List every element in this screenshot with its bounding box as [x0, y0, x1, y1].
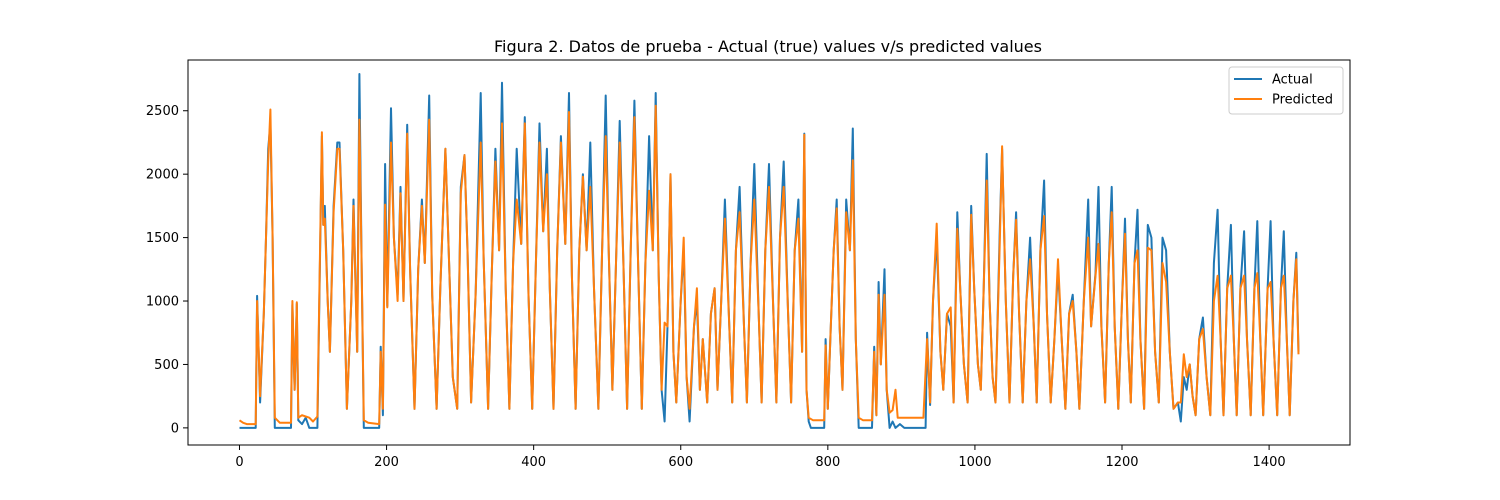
- y-tick-label: 2500: [146, 104, 179, 119]
- series-layer: [238, 73, 1300, 429]
- plot-frame: [187, 59, 1351, 446]
- legend-label-actual: Actual: [1272, 73, 1313, 88]
- legend-label-predicted: Predicted: [1272, 93, 1333, 108]
- x-tick-label: 400: [521, 455, 546, 470]
- y-tick-label: 2000: [146, 168, 179, 183]
- x-tick-label: 1200: [1105, 455, 1138, 470]
- x-tick-label: 200: [374, 455, 399, 470]
- x-tick-label: 1000: [958, 455, 991, 470]
- chart-title: Figura 2. Datos de prueba - Actual (true…: [494, 37, 1042, 56]
- x-tick-label: 0: [235, 455, 243, 470]
- legend: Actual Predicted: [1228, 66, 1344, 115]
- y-tick-label: 0: [171, 421, 179, 436]
- axes-layer: 0 200 400 600 800 1000 1200 1400 0 500 1000 1500 200…: [146, 59, 1351, 470]
- y-tick-label: 1000: [146, 295, 179, 310]
- y-tick-label: 1500: [146, 231, 179, 246]
- series-line-predicted: [238, 104, 1300, 426]
- x-tick-label: 800: [815, 455, 840, 470]
- y-tick-label: 500: [154, 358, 179, 373]
- x-tick-label: 1400: [1253, 455, 1286, 470]
- x-tick-label: 600: [668, 455, 693, 470]
